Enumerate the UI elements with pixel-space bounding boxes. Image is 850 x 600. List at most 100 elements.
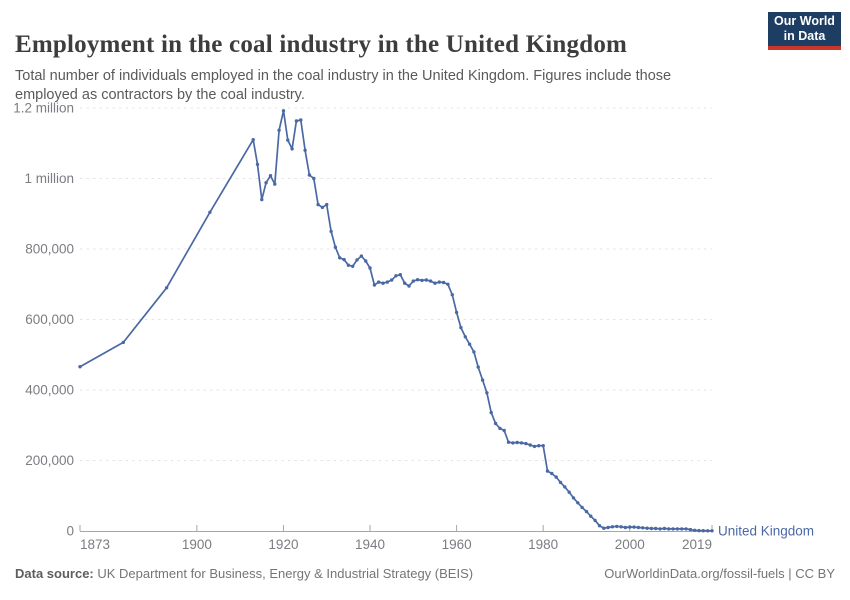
x-axis-tick-label: 1960: [442, 537, 472, 552]
data-point: [498, 426, 502, 431]
data-point: [377, 280, 381, 284]
data-point: [576, 501, 580, 505]
data-point: [411, 279, 415, 283]
data-point: [619, 525, 623, 529]
owid-logo[interactable]: Our World in Data: [768, 12, 841, 50]
data-point: [511, 441, 515, 445]
data-point: [372, 283, 377, 287]
data-point: [342, 257, 346, 262]
x-axis-tick-label: 1873: [80, 537, 110, 552]
data-point: [420, 278, 424, 283]
data-point: [567, 490, 571, 494]
data-point: [519, 441, 524, 445]
data-source-text: UK Department for Business, Energy & Ind…: [93, 566, 474, 581]
data-point: [407, 284, 411, 288]
data-point: [338, 256, 342, 260]
data-point: [524, 441, 528, 446]
data-point: [545, 469, 550, 473]
data-point: [628, 525, 632, 529]
data-point: [662, 526, 667, 531]
data-source-note: Data source: UK Department for Business,…: [15, 566, 473, 581]
license-credit: OurWorldinData.org/fossil-fuels | CC BY: [604, 566, 835, 581]
data-point: [424, 278, 428, 282]
data-point: [368, 266, 372, 270]
data-point: [550, 471, 554, 476]
data-point: [602, 526, 606, 530]
owid-logo-text-line2: in Data: [783, 29, 826, 43]
data-point: [355, 258, 359, 262]
data-point: [441, 280, 446, 285]
data-point: [675, 527, 680, 531]
data-point: [571, 496, 576, 500]
y-axis-tick-label: 1.2 million: [13, 101, 74, 116]
x-axis-tick-label: 2019: [682, 537, 712, 552]
data-point: [446, 282, 450, 286]
data-point: [351, 264, 355, 268]
chart-footer: Data source: UK Department for Business,…: [15, 566, 835, 581]
data-point: [277, 128, 281, 132]
data-point: [684, 527, 688, 531]
y-axis-tick-label: 1 million: [24, 171, 74, 186]
data-point: [623, 525, 628, 530]
data-point: [506, 440, 511, 444]
y-axis-tick-label: 0: [66, 524, 74, 539]
data-point: [589, 514, 593, 518]
data-point: [359, 254, 364, 258]
data-point: [528, 443, 532, 447]
data-point: [532, 444, 537, 449]
y-axis-tick-label: 600,000: [25, 312, 74, 327]
data-point: [325, 202, 329, 207]
data-point: [671, 527, 675, 531]
y-axis-tick-label: 800,000: [25, 242, 74, 257]
data-point: [398, 273, 402, 277]
data-point: [688, 527, 693, 532]
data-point: [286, 138, 290, 142]
data-point: [403, 281, 407, 285]
data-point: [459, 325, 463, 330]
data-point: [281, 109, 286, 113]
data-point: [636, 525, 641, 530]
data-point: [268, 174, 273, 178]
data-point: [437, 280, 441, 284]
data-point: [480, 378, 485, 382]
data-point: [593, 518, 597, 523]
data-point: [294, 119, 299, 123]
data-point: [710, 529, 714, 533]
data-point: [208, 210, 212, 214]
y-axis-tick-label: 200,000: [25, 453, 74, 468]
x-axis-tick-label: 1980: [528, 537, 558, 552]
data-point: [316, 202, 320, 207]
data-point: [255, 162, 260, 167]
data-point: [264, 181, 268, 185]
data-point: [303, 148, 307, 152]
data-point: [346, 263, 351, 267]
data-point: [654, 526, 658, 531]
data-point: [680, 527, 684, 531]
data-point: [390, 278, 394, 282]
data-point: [515, 440, 519, 445]
data-point: [299, 118, 303, 122]
chart-subtitle: Total number of individuals employed in …: [15, 67, 672, 103]
data-point: [415, 278, 420, 282]
data-point: [615, 524, 619, 529]
data-point: [554, 475, 558, 479]
data-point: [428, 279, 433, 283]
data-point: [584, 509, 589, 514]
x-axis-tick-label: 1940: [355, 537, 385, 552]
x-axis-tick-label: 2000: [615, 537, 645, 552]
data-point: [320, 205, 325, 210]
data-point: [541, 444, 545, 448]
data-point: [493, 421, 498, 426]
owid-logo-text-line1: Our World: [774, 14, 835, 29]
data-point: [454, 310, 459, 315]
data-point: [463, 335, 467, 339]
data-point: [667, 527, 671, 531]
data-point: [385, 280, 389, 284]
data-point: [649, 526, 654, 531]
data-point: [606, 525, 610, 530]
data-point: [641, 526, 645, 530]
data-point: [537, 444, 541, 448]
data-point: [706, 529, 710, 533]
data-point: [476, 365, 480, 369]
